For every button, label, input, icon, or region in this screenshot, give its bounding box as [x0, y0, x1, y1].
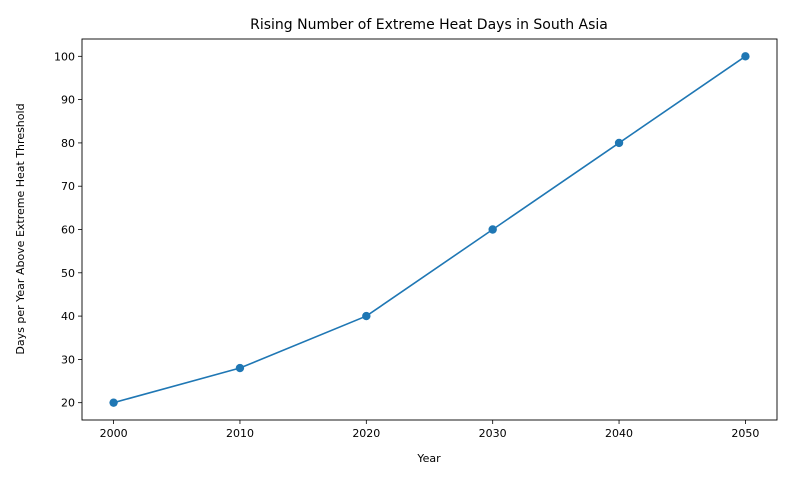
x-tick-label: 2000 — [100, 427, 128, 440]
data-point — [614, 138, 624, 148]
y-tick-label: 60 — [61, 224, 75, 237]
y-tick-label: 90 — [61, 94, 75, 107]
x-tick-label: 2040 — [605, 427, 633, 440]
y-axis-label: Days per Year Above Extreme Heat Thresho… — [14, 103, 27, 354]
x-axis-label: Year — [416, 452, 441, 465]
y-tick-label: 40 — [61, 310, 75, 323]
x-tick-label: 2050 — [731, 427, 759, 440]
series-line — [113, 55, 746, 404]
plot-frame — [81, 38, 778, 421]
data-point — [488, 225, 497, 234]
y-tick-label: 70 — [61, 180, 75, 193]
x-tick-label: 2020 — [352, 427, 380, 440]
y-tick-label: 20 — [61, 397, 75, 410]
data-point — [362, 311, 371, 321]
x-tick-label: 2030 — [479, 427, 507, 440]
chart-title: Rising Number of Extreme Heat Days in So… — [250, 17, 608, 33]
y-tick-label: 50 — [61, 267, 75, 280]
y-tick-label: 80 — [61, 137, 75, 150]
y-tick-label: 30 — [61, 353, 75, 366]
data-point — [741, 52, 750, 61]
x-tick-label: 2010 — [226, 427, 254, 440]
data-point — [235, 363, 245, 373]
y-tick-label: 100 — [54, 50, 75, 63]
data-point — [109, 398, 118, 407]
